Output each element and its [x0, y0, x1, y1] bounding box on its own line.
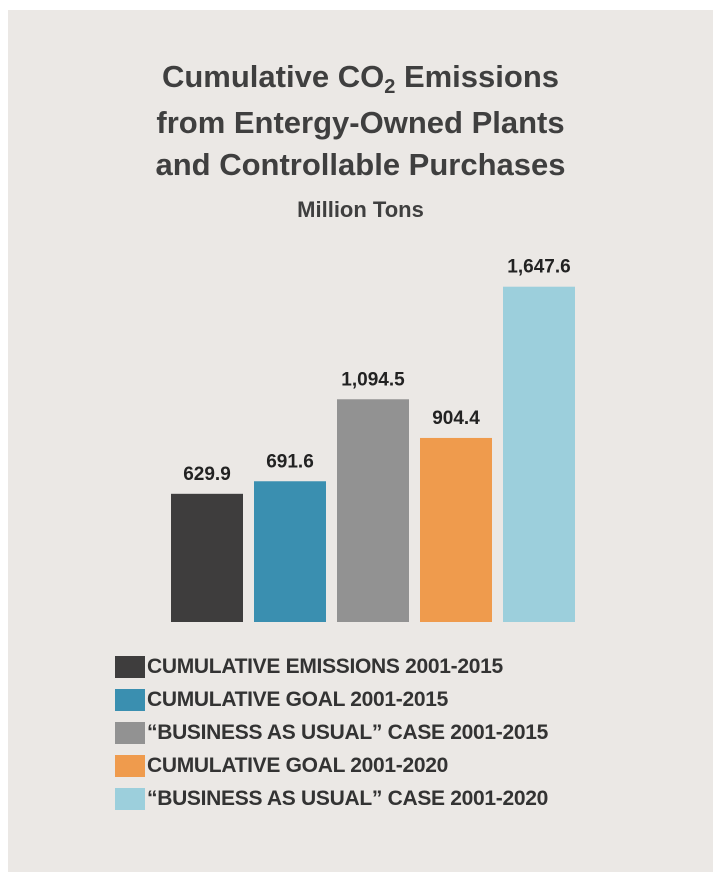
chart-legend: CUMULATIVE EMISSIONS 2001-2015 CUMULATIVE…	[115, 652, 548, 817]
bar-value-label-2: 1,094.5	[341, 369, 405, 390]
legend-item-4: “BUSINESS AS USUAL” CASE 2001-2020	[115, 784, 548, 814]
legend-swatch-1	[115, 689, 145, 711]
title-line-3: and Controllable Purchases	[155, 147, 566, 182]
legend-label-0: CUMULATIVE EMISSIONS 2001-2015	[147, 655, 503, 678]
legend-swatch-0	[115, 656, 145, 678]
legend-label-1: CUMULATIVE GOAL 2001-2015	[147, 688, 448, 711]
bar-value-label-3: 904.4	[432, 408, 480, 429]
bar-value-label-4: 1,647.6	[507, 257, 570, 278]
bar-3	[420, 437, 492, 622]
legend-swatch-3	[115, 755, 145, 777]
bar-0	[171, 493, 243, 622]
legend-label-3: CUMULATIVE GOAL 2001-2020	[147, 754, 448, 777]
chart-subtitle: Million Tons	[297, 197, 424, 222]
bar-value-label-0: 629.9	[183, 464, 231, 485]
bar-4	[503, 286, 575, 622]
legend-item-2: “BUSINESS AS USUAL” CASE 2001-2015	[115, 718, 548, 748]
bar-1	[254, 481, 326, 622]
legend-item-1: CUMULATIVE GOAL 2001-2015	[115, 685, 548, 715]
legend-swatch-2	[115, 722, 145, 744]
title-line-1: Cumulative CO2 Emissions	[161, 59, 560, 98]
bar-2	[337, 399, 409, 622]
legend-label-4: “BUSINESS AS USUAL” CASE 2001-2020	[147, 787, 548, 810]
legend-label-2: “BUSINESS AS USUAL” CASE 2001-2015	[147, 721, 548, 744]
bar-value-label-1: 691.6	[266, 451, 314, 472]
chart-title: Cumulative CO2 Emissions from Entergy-Ow…	[0, 56, 721, 186]
legend-swatch-4	[115, 788, 145, 810]
legend-item-3: CUMULATIVE GOAL 2001-2020	[115, 751, 548, 781]
title-line-2: from Entergy-Owned Plants	[156, 105, 565, 140]
legend-item-0: CUMULATIVE EMISSIONS 2001-2015	[115, 652, 548, 682]
